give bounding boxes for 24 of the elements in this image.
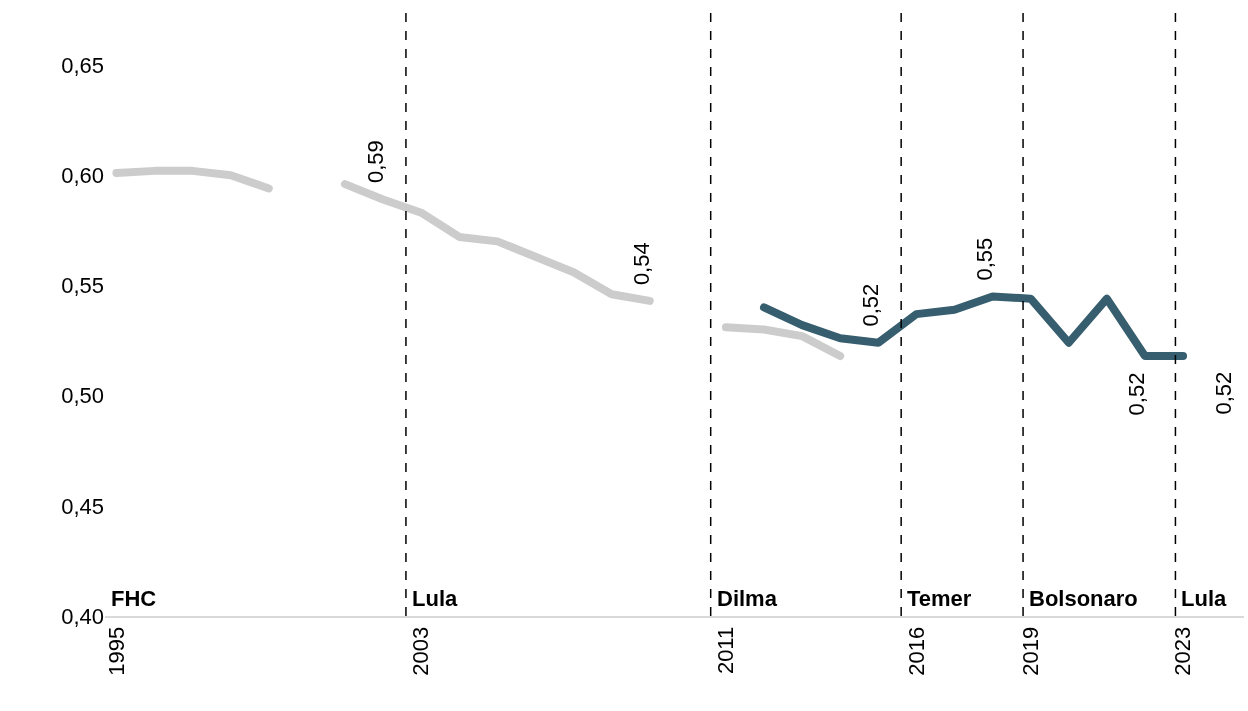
- y-tick-label: 0,55: [61, 273, 104, 299]
- annotation: 0,52: [1210, 371, 1236, 415]
- ref-line-label: Lula: [1181, 586, 1227, 611]
- annotation: FHC: [111, 586, 157, 611]
- annotation: 0,54: [629, 242, 655, 286]
- y-tick-label: 0,45: [61, 493, 104, 519]
- y-tick-label: 0,40: [61, 603, 104, 629]
- x-tick-label: 1995: [103, 626, 129, 676]
- ref-line-label: Dilma: [717, 586, 778, 611]
- x-tick-label: 2003: [408, 626, 434, 676]
- x-tick-label: 2023: [1170, 626, 1196, 676]
- annotation: 0,52: [858, 283, 884, 327]
- x-tick-label: 2011: [713, 626, 739, 675]
- ref-line-label: Lula: [412, 586, 458, 611]
- x-tick-label: 2019: [1017, 626, 1043, 676]
- annotation: 0,52: [1124, 372, 1150, 416]
- y-tick-label: 0,50: [61, 383, 104, 409]
- annotation: 0,59: [363, 140, 389, 184]
- x-tick-label: 2016: [903, 626, 929, 676]
- ref-line-label: Bolsonaro: [1029, 586, 1138, 611]
- annotation: 0,55: [971, 237, 997, 281]
- y-tick-label: 0,65: [61, 52, 104, 78]
- y-tick-label: 0,60: [61, 162, 104, 188]
- ref-line-label: Temer: [907, 586, 972, 611]
